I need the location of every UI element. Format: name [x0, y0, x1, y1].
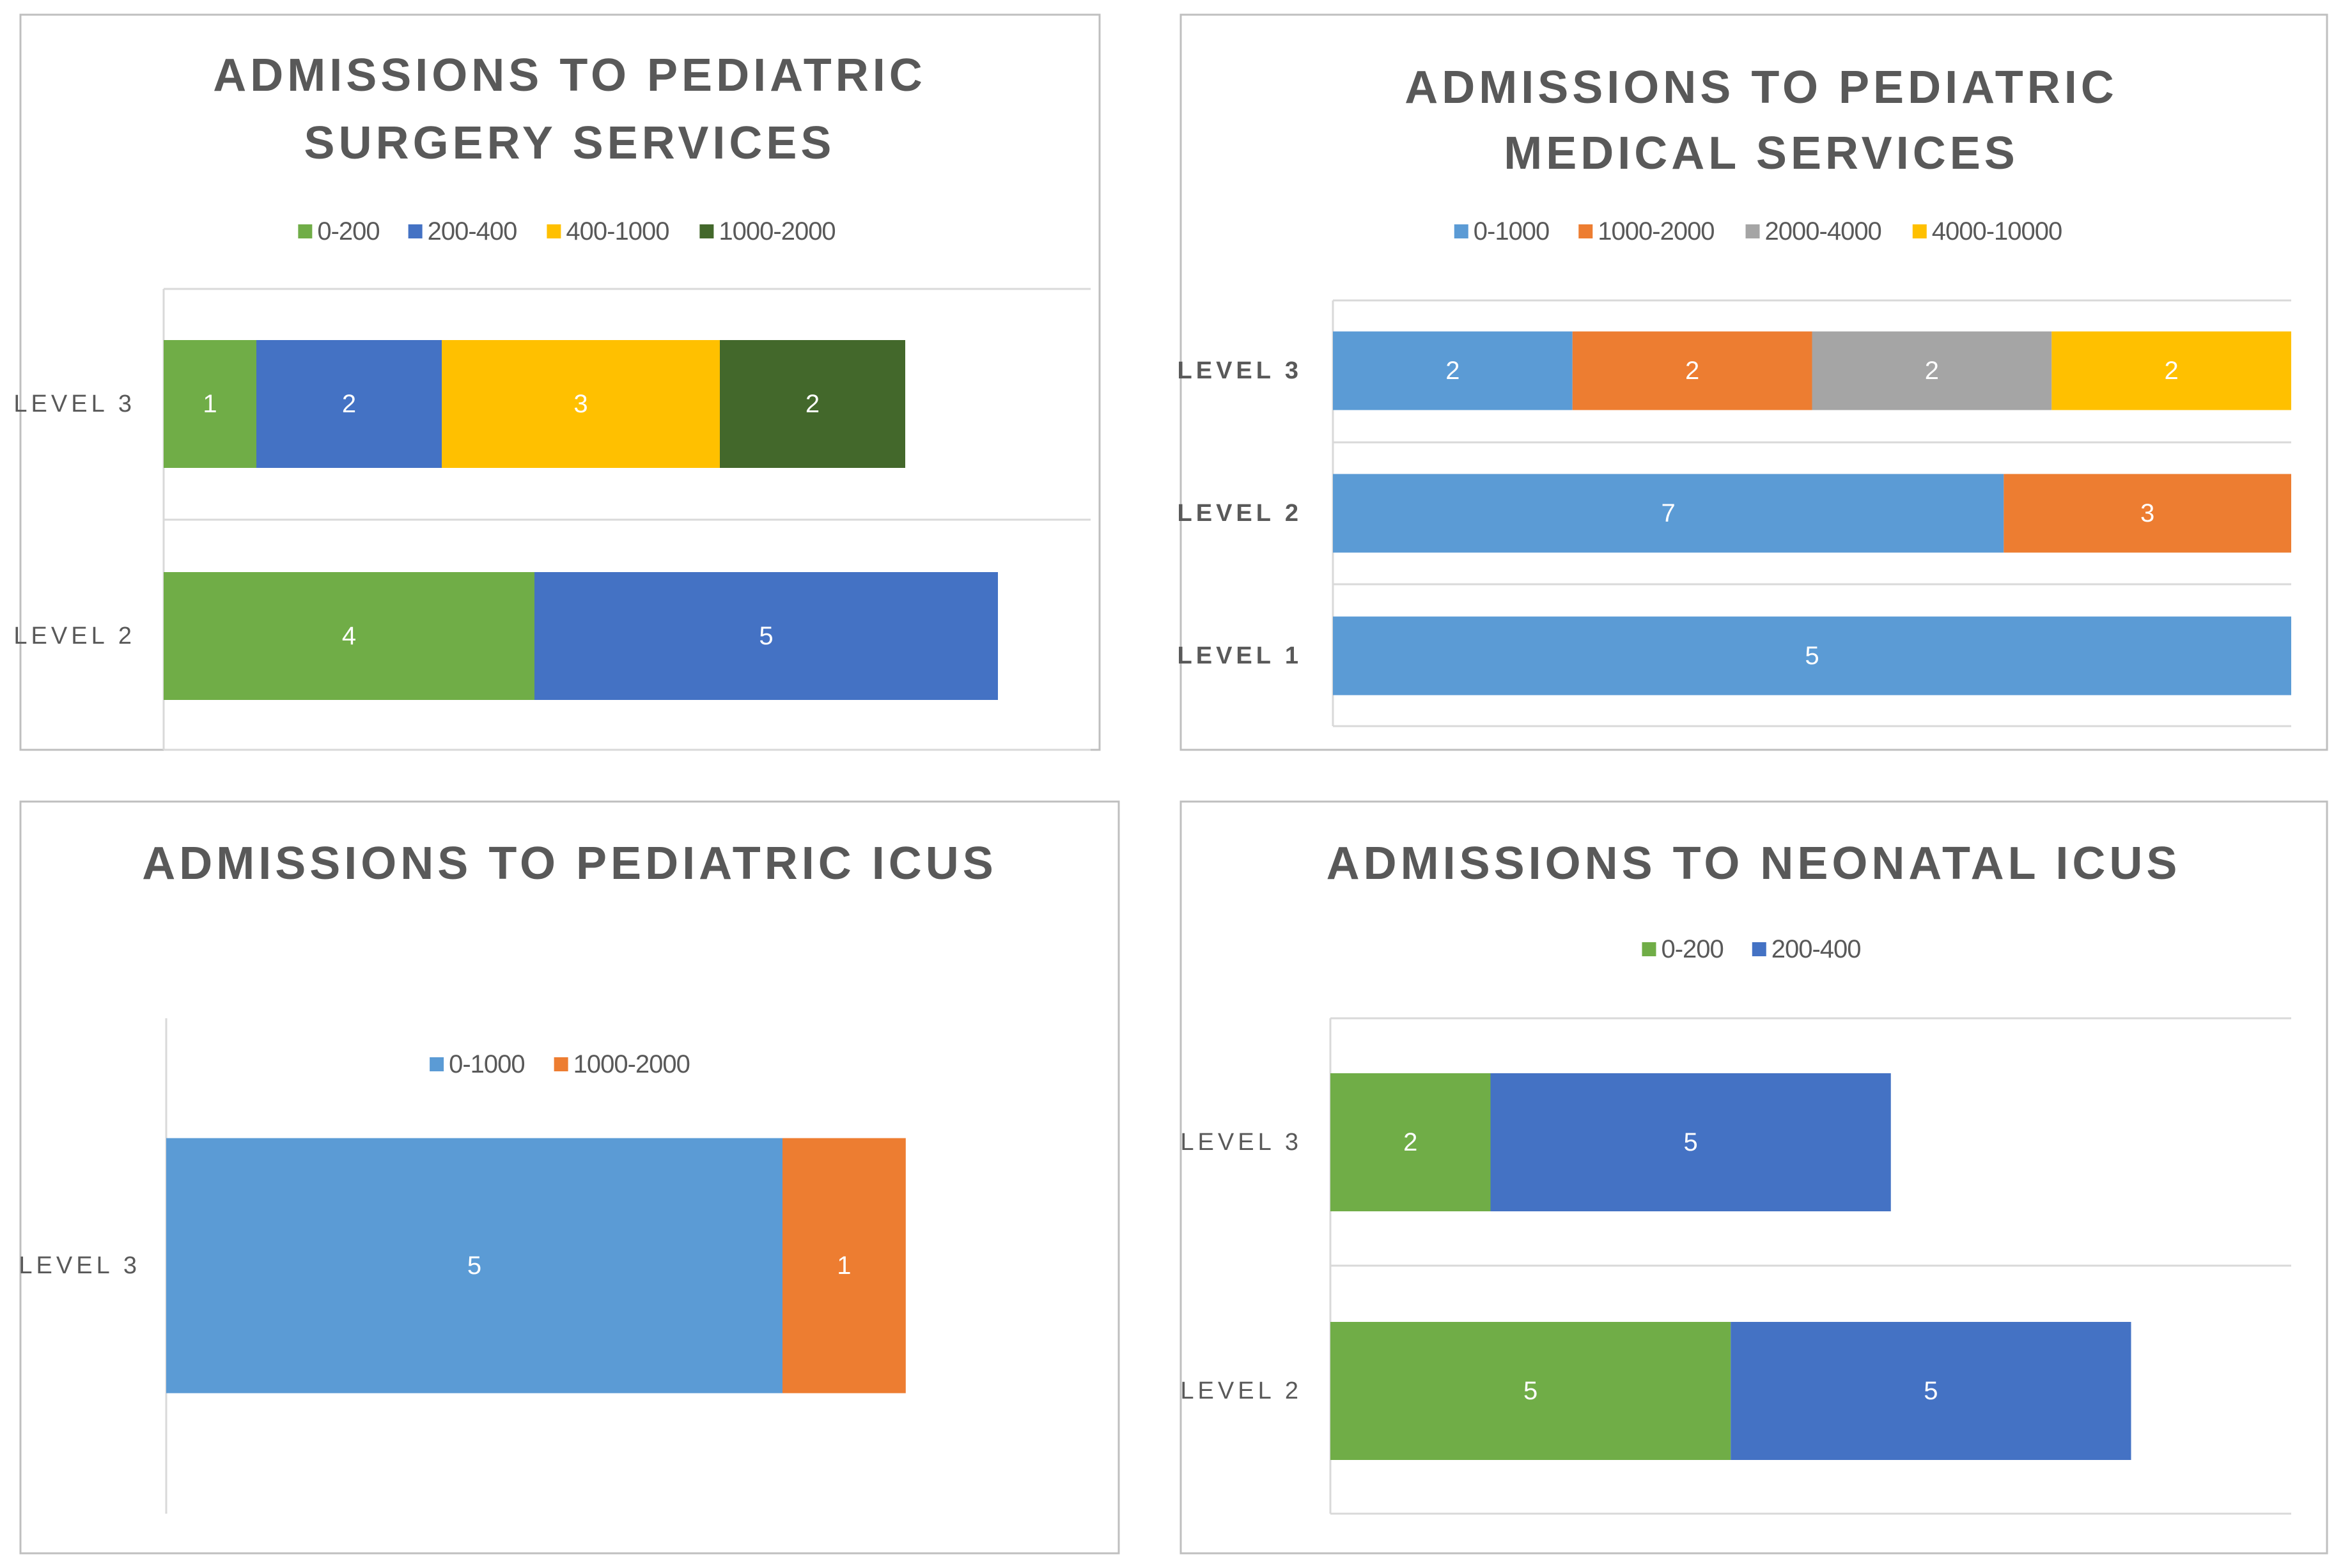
bar-segment: [1490, 1073, 1891, 1211]
category-label: LEVEL 2: [1178, 500, 1302, 527]
data-label: 2: [1445, 357, 1460, 385]
category-label: LEVEL 3: [13, 391, 136, 417]
data-label: 2: [342, 390, 356, 418]
legend-entry: 4000-10000: [1932, 217, 2062, 245]
legend-entry: 200-400: [428, 217, 517, 245]
bar-segment: [782, 1138, 906, 1393]
bar-segment: [1333, 331, 1573, 410]
category-label: LEVEL 1: [1178, 642, 1302, 669]
legend-swatch: [1642, 942, 1656, 956]
bar-segment: [164, 340, 256, 468]
data-label: 5: [1523, 1377, 1537, 1405]
category-label: LEVEL 3: [19, 1252, 141, 1279]
bar-segment: [256, 340, 442, 468]
legend: 0-1000 1000-2000: [430, 1050, 690, 1078]
legend-swatch: [298, 224, 313, 238]
bar-segment: [1330, 1073, 1491, 1211]
legend-entry: 400-1000: [566, 217, 669, 245]
data-label: 2: [2165, 357, 2179, 385]
data-label: 5: [1684, 1128, 1698, 1156]
legend-swatch: [554, 1057, 568, 1071]
bar-segment: [1731, 1322, 2131, 1460]
data-label: 5: [1924, 1377, 1938, 1405]
legend: 0-200 200-400 400-1000 1000-2000: [298, 217, 836, 245]
bar-segment: [164, 572, 534, 700]
chart-3: ADMISSIONS TO PEDIATRIC ICUS 0-1000 1000-2…: [19, 800, 1120, 1555]
bar-segment: [1330, 1322, 1731, 1460]
legend-entry: 2000-4000: [1765, 217, 1881, 245]
bar-segment: [720, 340, 905, 468]
legend-swatch: [408, 224, 423, 238]
data-label: 5: [759, 622, 773, 650]
legend-entry: 1000-2000: [719, 217, 835, 245]
legend-entry: 0-200: [317, 217, 379, 245]
legend-entry: 1000-2000: [573, 1050, 690, 1078]
legend: 0-200 200-400: [1642, 935, 1862, 963]
data-label: 2: [1685, 357, 1699, 385]
legend-entry: 200-400: [1771, 935, 1861, 963]
chart-title-line: ADMISSIONS TO PEDIATRIC: [213, 50, 926, 101]
chart-2: ADMISSIONS TO PEDIATRIC MEDICAL SERVICES 0…: [1178, 13, 2328, 751]
bar-segment: [2051, 331, 2291, 410]
bar-segment: [2004, 474, 2291, 553]
chart-title-line: ADMISSIONS TO PEDIATRIC ICUS: [142, 838, 997, 889]
legend: 0-1000 1000-2000 2000-4000 4000-10000: [1454, 217, 2062, 245]
chart-4: ADMISSIONS TO NEONATAL ICUS 0-200 200-400 2…: [1179, 800, 2328, 1555]
legend-swatch: [430, 1057, 444, 1071]
legend-swatch: [1745, 224, 1760, 238]
legend-entry: 0-1000: [449, 1050, 525, 1078]
legend-swatch: [547, 224, 561, 238]
data-label: 3: [573, 390, 588, 418]
legend-swatch: [1454, 224, 1468, 238]
legend-swatch: [699, 224, 714, 238]
bar-segment: [442, 340, 720, 468]
chart-title-line: SURGERY SERVICES: [304, 118, 836, 169]
data-label: 2: [806, 390, 820, 418]
category-label: LEVEL 3: [1180, 1129, 1302, 1156]
bar-segment: [1333, 616, 2291, 695]
chart-1: ADMISSIONS TO PEDIATRIC SURGERY SERVICES 0…: [13, 13, 1101, 751]
data-label: 2: [1925, 357, 1939, 385]
legend-entry: 1000-2000: [1598, 217, 1714, 245]
category-label: LEVEL 2: [1180, 1378, 1302, 1404]
data-label: 1: [203, 390, 217, 418]
category-label: LEVEL 2: [13, 623, 136, 649]
data-label: 1: [837, 1252, 851, 1280]
data-label: 3: [2140, 499, 2154, 527]
bar-segment: [166, 1138, 782, 1393]
data-label: 7: [1662, 499, 1676, 527]
chart-title-line: ADMISSIONS TO NEONATAL ICUS: [1327, 838, 2181, 889]
legend-swatch: [1912, 224, 1927, 238]
category-label: LEVEL 3: [1178, 357, 1302, 384]
bar-segment: [534, 572, 998, 700]
chart-title-line: ADMISSIONS TO PEDIATRIC: [1405, 62, 2117, 113]
legend-swatch: [1578, 224, 1593, 238]
data-label: 4: [342, 622, 356, 650]
data-label: 5: [1805, 642, 1819, 670]
chart-title-line: MEDICAL SERVICES: [1504, 128, 2019, 179]
legend-swatch: [1752, 942, 1766, 956]
bar-segment: [1812, 331, 2052, 410]
bar-segment: [1572, 331, 1812, 410]
data-label: 5: [467, 1252, 481, 1280]
legend-entry: 0-200: [1661, 935, 1723, 963]
bar-segment: [1333, 474, 2004, 553]
data-label: 2: [1403, 1128, 1417, 1156]
legend-entry: 0-1000: [1474, 217, 1550, 245]
